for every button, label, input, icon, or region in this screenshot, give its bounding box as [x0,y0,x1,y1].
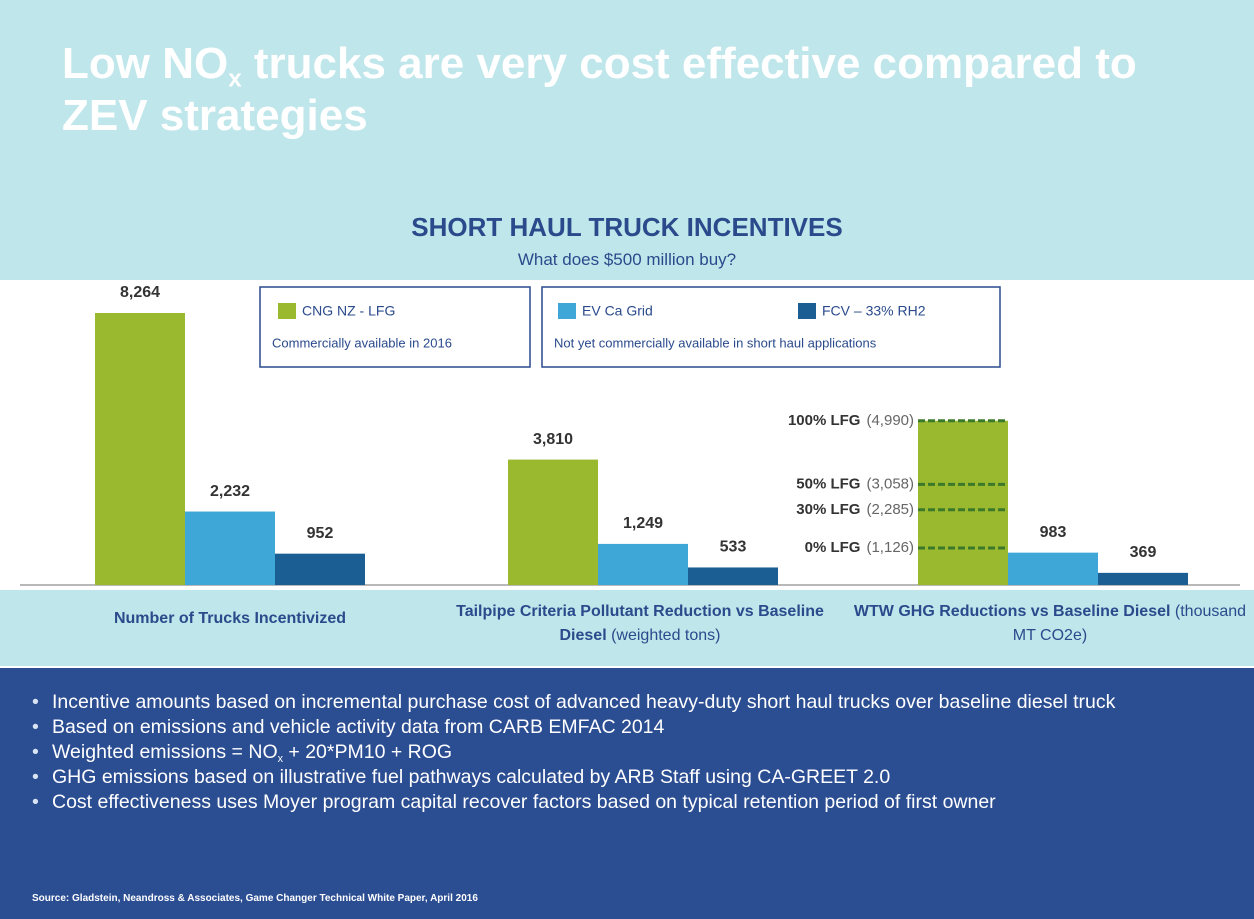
text-part: GHG emissions based on illustrative fuel… [52,766,891,788]
legend-label: EV Ca Grid [582,303,653,319]
text-part: Weighted emissions = NO [52,741,278,763]
data-label: 3,810 [533,431,573,448]
bar [1098,572,1188,585]
bar [95,313,185,585]
legend-swatch [278,303,296,319]
lfg-level-value: (4,990) [866,412,914,429]
category-band [0,590,1254,666]
lfg-level-name: 100% LFG [788,412,861,429]
subscript: x [228,65,242,93]
x-category-label: Number of Trucks Incentivized [30,607,430,631]
data-label: 533 [720,539,747,556]
x-category-label: Tailpipe Criteria Pollutant Reduction vs… [440,600,840,648]
legend-note: Not yet commercially available in short … [554,335,877,350]
lfg-level-label: 30% LFG (2,285) [796,501,914,518]
text-part: Based on emissions and vehicle activity … [52,716,665,738]
text-part: Incentive amounts based on incremental p… [52,691,1116,713]
data-label: 983 [1040,524,1067,541]
data-label: 2,232 [210,483,250,500]
bullet-list: Incentive amounts based on incremental p… [30,690,1240,815]
bar [185,511,275,585]
bar [1008,552,1098,585]
legend-label: CNG NZ - LFG [302,303,395,319]
subscript: x [277,752,283,765]
bar [508,459,598,585]
chart-subtitle: What does $500 million buy? [517,250,737,269]
legend-swatch [798,303,816,319]
lfg-level-value: (2,285) [866,501,914,518]
legend-swatch [558,303,576,319]
bullet: Weighted emissions = NOx + 20*PM10 + ROG [30,740,1240,764]
lfg-level-name: 30% LFG [796,501,860,518]
text-part: + 20*PM10 + ROG [282,741,453,763]
text-part: trucks are very cost effective compared … [62,39,1137,140]
lfg-level-name: 50% LFG [796,475,860,492]
bar [275,553,365,585]
text-part: Low NO [62,39,229,88]
slide-title: Low NOx trucks are very cost effective c… [62,38,1212,142]
x-category-label: WTW GHG Reductions vs Baseline Diesel (t… [850,600,1250,648]
bar [598,543,688,585]
data-label: 369 [1130,544,1157,561]
bullet: Incentive amounts based on incremental p… [30,690,1240,714]
category-unit: (weighted tons) [611,627,721,644]
header-background [0,0,1254,280]
bullet: Cost effectiveness uses Moyer program ca… [30,790,1240,814]
category-name: WTW GHG Reductions vs Baseline Diesel [853,603,1171,620]
source-note: Source: Gladstein, Neandross & Associate… [32,893,478,904]
legend-note: Commercially available in 2016 [272,335,452,350]
bar [688,567,778,585]
lfg-level-label: 100% LFG (4,990) [788,412,914,429]
category-name: Number of Trucks Incentivized [113,610,347,627]
legend-label: FCV – 33% RH2 [822,303,926,319]
lfg-level-label: 0% LFG (1,126) [805,539,914,556]
bar [918,420,1008,585]
bullet: GHG emissions based on illustrative fuel… [30,765,1240,789]
data-label: 952 [307,525,334,542]
lfg-level-name: 0% LFG [805,539,861,556]
data-label: 8,264 [120,284,160,301]
data-label: 1,249 [623,515,663,532]
legend-box [259,286,531,368]
legend-box [541,286,1001,368]
lfg-level-label: 50% LFG (3,058) [796,475,914,492]
lfg-level-value: (3,058) [866,475,914,492]
text-part: Cost effectiveness uses Moyer program ca… [52,791,996,813]
bullet: Based on emissions and vehicle activity … [30,715,1240,739]
chart-title: SHORT HAUL TRUCK INCENTIVES [411,212,843,242]
category-name: Tailpipe Criteria Pollutant Reduction vs… [456,603,824,644]
lfg-level-value: (1,126) [866,539,914,556]
category-unit: (thousand MT CO2e) [1012,603,1247,644]
